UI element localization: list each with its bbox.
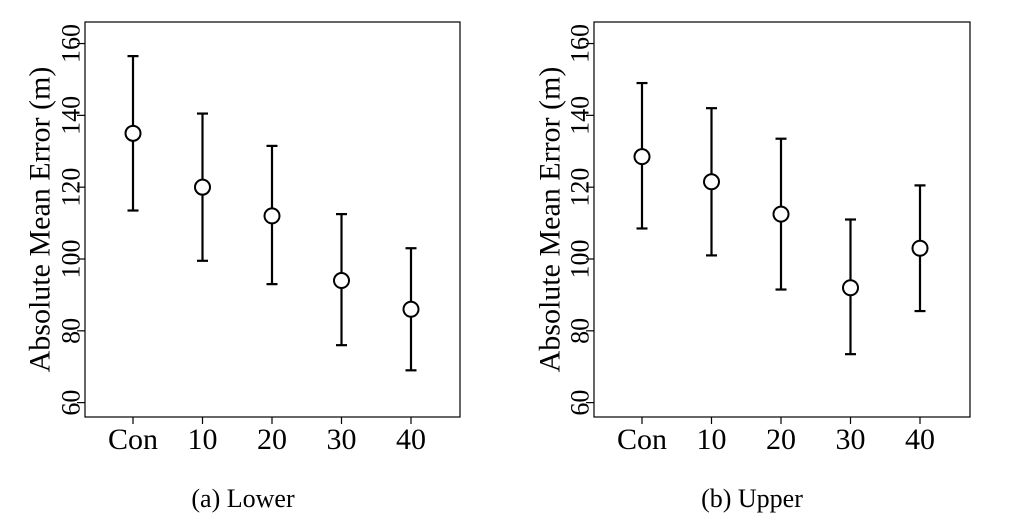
chart-panel-lower: 60 80 100 120 140 160 Con 10 20 30 40 Absolute Mean… — [24, 21, 461, 513]
y-tick-label: 60 — [566, 390, 595, 416]
data-point-marker — [194, 178, 211, 196]
x-tick-label: 10 — [188, 423, 218, 456]
data-point-marker — [402, 300, 420, 318]
chart-panel-upper: 60 80 100 120 140 160 Con 10 20 30 40 Absolute Mean… — [534, 21, 971, 513]
y-tick-label: 100 — [57, 240, 86, 279]
y-tick-label: 160 — [566, 24, 595, 63]
y-tick-label: 120 — [566, 168, 595, 207]
plot-frame — [593, 21, 971, 418]
data-point-marker — [333, 272, 350, 290]
x-tick-label: 40 — [905, 423, 935, 456]
y-tick-label: 60 — [57, 390, 86, 416]
data-point-marker — [772, 205, 790, 223]
y-tick-label: 80 — [57, 318, 86, 344]
data-point-marker — [842, 279, 859, 297]
y-axis-title: Absolute Mean Error (m) — [24, 67, 57, 373]
subplot-caption: (b) Upper — [701, 484, 803, 513]
y-tick-label: 80 — [566, 318, 595, 344]
data-point-marker — [263, 207, 281, 225]
data-point-marker — [124, 124, 142, 142]
x-tick-label: Con — [108, 423, 158, 456]
x-tick-label: Con — [617, 423, 667, 456]
x-tick-label: 40 — [396, 423, 426, 456]
y-axis-title: Absolute Mean Error (m) — [534, 67, 567, 373]
data-point-marker — [911, 239, 929, 257]
x-tick-label: 30 — [836, 423, 866, 456]
x-tick-label: 30 — [327, 423, 357, 456]
y-tick-label: 160 — [57, 24, 86, 63]
subplot-caption: (a) Lower — [191, 484, 295, 513]
x-tick-label: 10 — [697, 423, 727, 456]
y-tick-label: 140 — [57, 96, 86, 135]
data-point-marker — [633, 148, 651, 166]
x-tick-label: 20 — [766, 423, 796, 456]
y-tick-label: 100 — [566, 240, 595, 279]
y-tick-label: 120 — [57, 168, 86, 207]
y-tick-label: 140 — [566, 96, 595, 135]
x-tick-label: 20 — [257, 423, 287, 456]
data-point-marker — [703, 173, 720, 191]
